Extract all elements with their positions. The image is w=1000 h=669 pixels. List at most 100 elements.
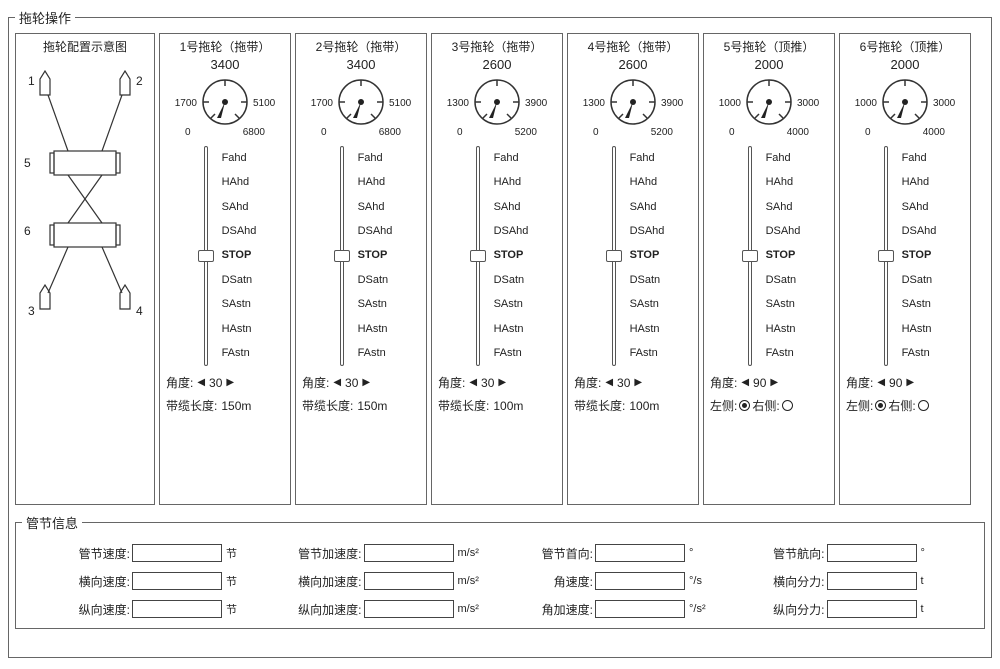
- gauge-dial[interactable]: [469, 74, 525, 133]
- angle-row: 角度: ◀ 90 ▶: [842, 374, 968, 391]
- side-left-label: 左侧:: [846, 397, 873, 414]
- side-right-radio[interactable]: [918, 400, 929, 411]
- gauge-dial[interactable]: [877, 74, 933, 133]
- angle-label: 角度:: [302, 374, 329, 391]
- slider-label: HAhd: [358, 170, 393, 194]
- angle-decrease-button[interactable]: ◀: [193, 377, 209, 388]
- slider-label: SAhd: [494, 195, 529, 219]
- info-input[interactable]: [364, 544, 454, 562]
- angle-increase-button[interactable]: ▶: [630, 377, 646, 388]
- gauge-dial[interactable]: [197, 74, 253, 133]
- slider-label: FAstn: [222, 342, 257, 366]
- info-label: 管节航向:: [747, 545, 825, 562]
- angle-decrease-button[interactable]: ◀: [465, 377, 481, 388]
- telegraph-slider[interactable]: [198, 146, 214, 366]
- side-left-radio[interactable]: [875, 400, 886, 411]
- gauge-bl-value: 0: [593, 127, 599, 138]
- slider-label: STOP: [222, 244, 257, 268]
- info-input[interactable]: [132, 544, 222, 562]
- info-input[interactable]: [132, 600, 222, 618]
- angle-increase-button[interactable]: ▶: [902, 377, 918, 388]
- side-left-radio[interactable]: [739, 400, 750, 411]
- angle-decrease-button[interactable]: ◀: [601, 377, 617, 388]
- info-input[interactable]: [827, 572, 917, 590]
- gauge-bl-value: 0: [729, 127, 735, 138]
- slider-labels: FahdHAhdSAhdDSAhdSTOPDSatnSAstnHAstnFAst…: [630, 146, 665, 366]
- main-panel: 拖轮操作 拖轮配置示意图 1 2: [8, 8, 992, 658]
- slider-label: SAhd: [222, 195, 257, 219]
- tug-title: 6号拖轮（顶推）: [860, 38, 951, 55]
- angle-increase-button[interactable]: ▶: [766, 377, 782, 388]
- side-right-radio[interactable]: [782, 400, 793, 411]
- gauge-row: 1700 5100: [162, 74, 288, 133]
- svg-text:6: 6: [24, 224, 31, 238]
- angle-increase-button[interactable]: ▶: [222, 377, 238, 388]
- panel-title: 拖轮操作: [15, 8, 75, 27]
- gauge-bottom: 0 6800: [185, 127, 265, 138]
- angle-value: 30: [617, 376, 630, 390]
- gauge-br-value: 5200: [515, 127, 537, 138]
- info-label: 纵向速度:: [52, 601, 130, 618]
- slider-label: STOP: [494, 244, 529, 268]
- slider-label: FAstn: [358, 342, 393, 366]
- telegraph-slider[interactable]: [878, 146, 894, 366]
- angle-decrease-button[interactable]: ◀: [329, 377, 345, 388]
- telegraph-slider[interactable]: [470, 146, 486, 366]
- angle-value: 90: [753, 376, 766, 390]
- telegraph-slider[interactable]: [606, 146, 622, 366]
- gauge-bl-value: 0: [185, 127, 191, 138]
- slider-label: HAstn: [494, 317, 529, 341]
- slider-label: HAhd: [494, 170, 529, 194]
- info-input[interactable]: [364, 572, 454, 590]
- slider-area: FahdHAhdSAhdDSAhdSTOPDSatnSAstnHAstnFAst…: [330, 146, 393, 366]
- slider-thumb[interactable]: [742, 250, 758, 262]
- slider-thumb[interactable]: [198, 250, 214, 262]
- angle-decrease-button[interactable]: ◀: [873, 377, 889, 388]
- cable-label: 带缆长度:: [438, 397, 489, 414]
- telegraph-slider[interactable]: [742, 146, 758, 366]
- side-right-label: 右侧:: [752, 397, 779, 414]
- cable-label: 带缆长度:: [166, 397, 217, 414]
- angle-row: 角度: ◀ 90 ▶: [706, 374, 832, 391]
- info-input[interactable]: [595, 544, 685, 562]
- angle-increase-button[interactable]: ▶: [494, 377, 510, 388]
- side-row: 左侧: 右侧:: [706, 397, 832, 414]
- slider-label: DSatn: [358, 268, 393, 292]
- telegraph-slider[interactable]: [334, 146, 350, 366]
- slider-thumb[interactable]: [878, 250, 894, 262]
- info-label: 横向加速度:: [284, 573, 362, 590]
- slider-thumb[interactable]: [334, 250, 350, 262]
- tug-title: 2号拖轮（拖带）: [316, 38, 407, 55]
- info-input[interactable]: [595, 572, 685, 590]
- gauge-dial[interactable]: [605, 74, 661, 133]
- angle-decrease-button[interactable]: ◀: [737, 377, 753, 388]
- info-input[interactable]: [364, 600, 454, 618]
- angle-value: 30: [481, 376, 494, 390]
- slider-thumb[interactable]: [606, 250, 622, 262]
- info-input[interactable]: [595, 600, 685, 618]
- gauge-dial[interactable]: [333, 74, 389, 133]
- info-input[interactable]: [132, 572, 222, 590]
- gauge-right-value: 5100: [389, 98, 411, 109]
- slider-label: DSAhd: [766, 219, 801, 243]
- svg-text:4: 4: [136, 304, 143, 318]
- cable-value: 100m: [493, 399, 523, 413]
- angle-increase-button[interactable]: ▶: [358, 377, 374, 388]
- slider-label: DSAhd: [494, 219, 529, 243]
- gauge-right-value: 3900: [525, 98, 547, 109]
- slider-label: HAstn: [766, 317, 801, 341]
- info-input[interactable]: [827, 544, 917, 562]
- gauge-bottom: 0 6800: [321, 127, 401, 138]
- gauge-dial[interactable]: [741, 74, 797, 133]
- gauge-bl-value: 0: [457, 127, 463, 138]
- info-unit: t: [921, 575, 924, 587]
- slider-thumb[interactable]: [470, 250, 486, 262]
- angle-value: 30: [209, 376, 222, 390]
- cable-label: 带缆长度:: [574, 397, 625, 414]
- info-input[interactable]: [827, 600, 917, 618]
- slider-label: SAstn: [630, 293, 665, 317]
- info-unit: °/s: [689, 575, 702, 587]
- info-cell: 管节速度: 节: [52, 544, 274, 562]
- gauge-br-value: 6800: [379, 127, 401, 138]
- tug-title: 5号拖轮（顶推）: [724, 38, 815, 55]
